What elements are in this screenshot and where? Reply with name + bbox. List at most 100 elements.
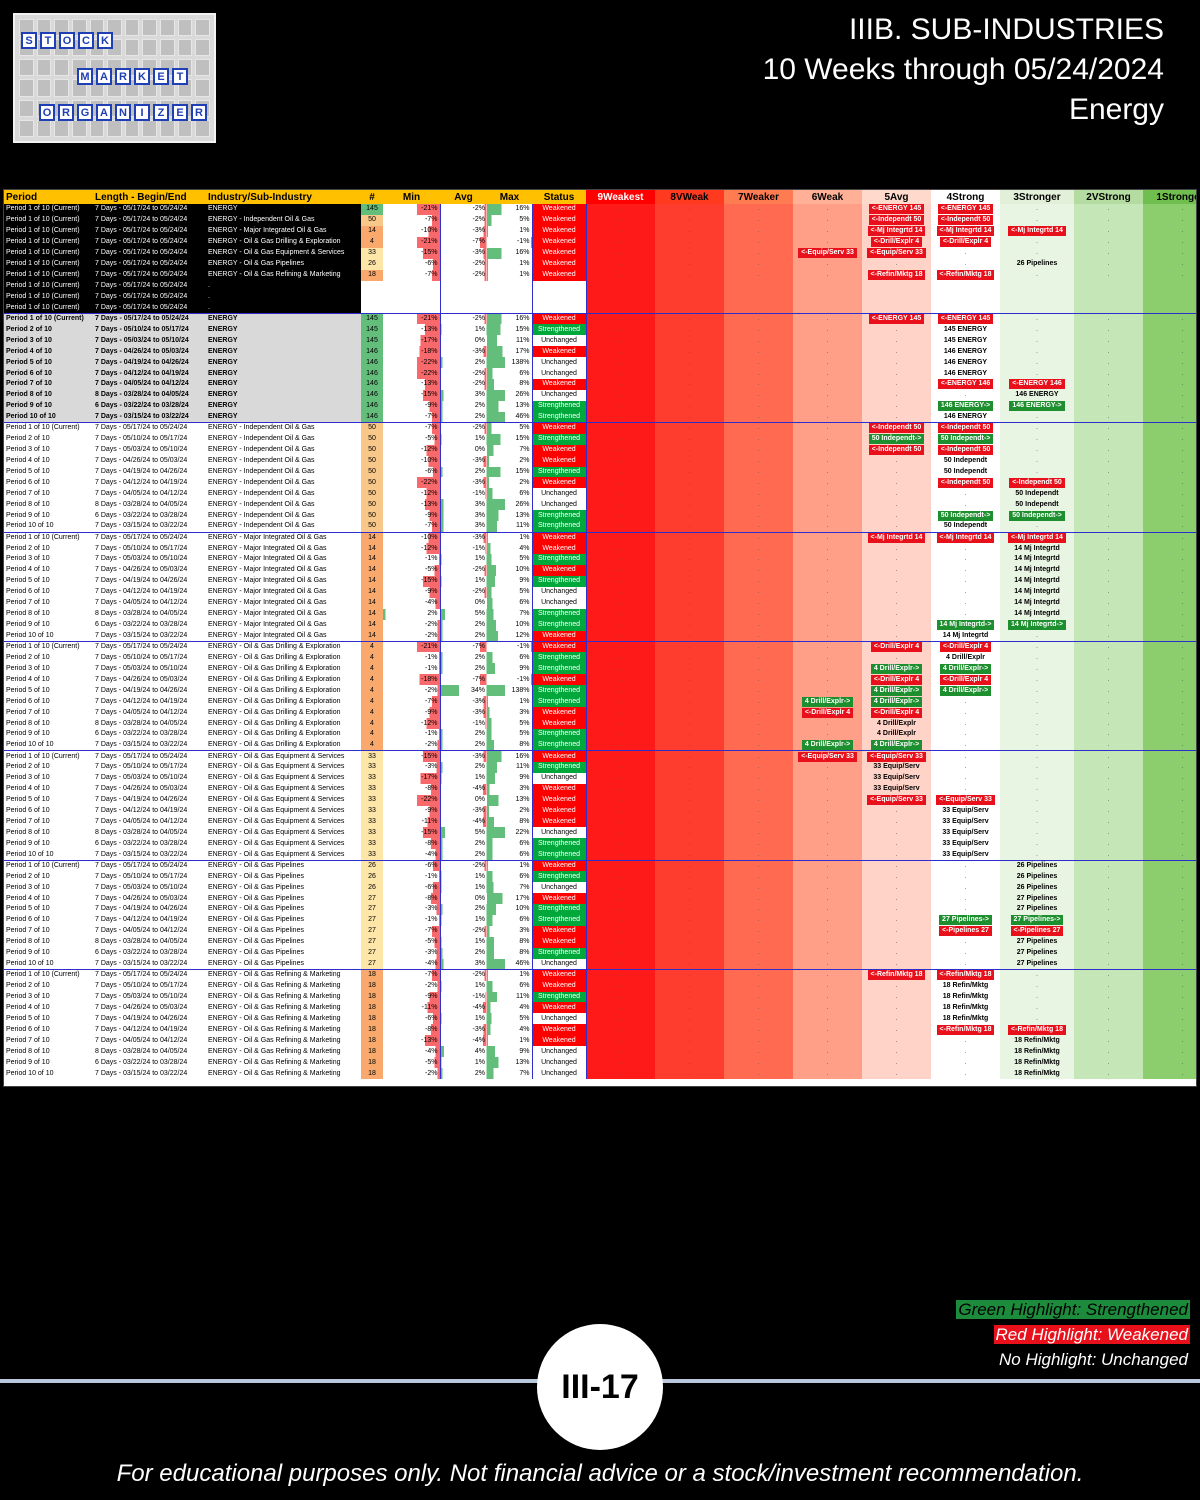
table-cell: .	[1143, 685, 1196, 697]
column-header: 2VStrong	[1074, 190, 1143, 204]
table-cell: .	[862, 871, 931, 883]
table-cell: 50 Independt	[931, 521, 1000, 533]
table-cell: .	[1143, 1013, 1196, 1025]
column-header: Industry/Sub-Industry	[206, 190, 361, 204]
table-cell: .	[724, 696, 793, 708]
table-cell: .	[724, 608, 793, 620]
table-cell: .	[1143, 827, 1196, 839]
table-cell: .	[862, 816, 931, 828]
logo-letter: R	[115, 68, 131, 85]
table-cell: 5%	[440, 827, 487, 839]
table-cell: .	[1143, 444, 1196, 456]
table-cell: 1%	[440, 1057, 487, 1069]
table-cell: <-Drill/Explr 4	[931, 641, 1000, 653]
table-cell: Strengthened	[531, 575, 587, 587]
table-cell: Strengthened	[531, 466, 587, 478]
table-cell	[361, 281, 383, 292]
table-cell: .	[931, 729, 1000, 740]
table-cell: ENERGY - Oil & Gas Refining & Marketing	[206, 969, 361, 981]
table-cell: .	[655, 772, 724, 784]
table-row: Period 2 of 10 7 Days - 05/10/24 to 05/17…	[4, 324, 1196, 336]
table-cell: .	[1074, 411, 1143, 423]
table-cell: .	[1143, 838, 1196, 850]
table-cell: <-Refin/Mktg 18	[1000, 1024, 1074, 1036]
table-cell: .	[724, 204, 793, 215]
table-cell: 7 Days - 04/19/24 to 04/26/24	[95, 467, 188, 475]
table-cell: 18	[361, 1068, 383, 1079]
table-cell: .	[1000, 685, 1074, 697]
table-cell: .	[1143, 455, 1196, 467]
table-cell: 8 Days - 03/28/24 to 04/05/24	[95, 500, 188, 508]
table-cell: .	[793, 947, 862, 959]
table-cell: <-Drill/Explr 4	[862, 641, 931, 653]
table-cell: 27 Pipelines	[1000, 904, 1074, 915]
table-cell: .	[793, 871, 862, 883]
table-cell: .	[724, 980, 793, 992]
table-cell: Period 3 of 10	[6, 664, 50, 672]
table-cell: <-ENERGY 146	[1000, 379, 1074, 390]
table-cell: .	[1074, 236, 1143, 248]
table-cell: Weakened	[531, 379, 587, 390]
table-cell: .	[793, 258, 862, 270]
rank-label: 14 Mj Integrtd	[1014, 544, 1060, 552]
table-cell: .	[724, 564, 793, 576]
rank-label: 26 Pipelines	[1016, 260, 1058, 268]
table-cell: 14 Mj Integrtd->	[931, 619, 1000, 631]
table-row: Period 1 of 10 (Current) 7 Days - 05/17/2…	[4, 214, 1196, 226]
table-cell: <-Equip/Serv 33	[862, 750, 931, 762]
table-row: Period 9 of 10 6 Days - 03/22/24 to 03/28…	[4, 510, 1196, 522]
table-cell: .	[724, 871, 793, 883]
table-cell: .	[862, 586, 931, 598]
table-cell: Weakened	[531, 750, 587, 762]
table-cell: .	[1074, 247, 1143, 259]
table-cell: .	[655, 761, 724, 773]
table-cell: .	[724, 1035, 793, 1047]
table-cell: -4%	[440, 1002, 487, 1014]
table-cell: .	[1143, 630, 1196, 642]
table-cell: .	[862, 477, 931, 489]
table-cell: .	[1143, 958, 1196, 970]
table-cell: .	[793, 925, 862, 937]
table-cell: .	[862, 346, 931, 358]
table-cell: .	[1074, 531, 1143, 544]
rank-label: 4 Drill/Explr->	[939, 685, 992, 696]
table-cell: Period 3 of 10	[6, 446, 50, 454]
rank-label: <-Pipelines 27	[939, 926, 992, 937]
table-cell: Period 3 of 10	[4, 335, 93, 347]
table-cell: 7 Days - 05/03/24 to 05/10/24	[95, 774, 188, 782]
table-cell: .	[655, 608, 724, 620]
column-header: 4Strong	[931, 190, 1000, 204]
table-cell: .	[586, 1046, 655, 1058]
table-cell: 50	[361, 510, 383, 522]
table-cell: .	[1074, 969, 1143, 981]
table-cell: Unchanged	[531, 827, 587, 839]
table-cell: Weakened	[531, 1035, 587, 1047]
table-cell: Weakened	[531, 925, 587, 937]
rank-label: 145 ENERGY	[943, 325, 988, 333]
rank-label: <-Drill/Explr 4	[870, 237, 923, 248]
table-cell: .	[793, 499, 862, 511]
table-cell: .	[1143, 652, 1196, 664]
table-cell: Weakened	[531, 269, 587, 281]
table-cell: .	[1000, 630, 1074, 642]
table-row: Period 4 of 10 7 Days - 04/26/24 to 05/03…	[4, 674, 1196, 686]
table-cell: -9%	[383, 510, 441, 522]
table-cell: -18%	[383, 674, 441, 686]
table-cell: .	[724, 794, 793, 806]
table-row: Period 9 of 10 6 Days - 03/22/24 to 03/28…	[4, 729, 1196, 740]
table-cell: .	[931, 947, 1000, 959]
table-cell: .	[586, 575, 655, 587]
table-cell: <-Mj Integrtd 14	[862, 531, 931, 544]
table-cell: 3%	[440, 521, 487, 533]
table-cell: .	[1000, 696, 1074, 708]
table-cell	[724, 302, 793, 314]
table-cell: .	[793, 477, 862, 489]
table-cell: Period 2 of 10	[6, 435, 50, 443]
table-row: Period 1 of 10 (Current) 7 Days - 05/17/2…	[4, 247, 1196, 259]
table-cell	[586, 302, 655, 314]
rank-label: 4 Drill/Explr	[877, 730, 916, 738]
table-cell: 7%	[487, 444, 532, 456]
rank-label: <-Refin/Mktg 18	[936, 1024, 995, 1035]
table-row: Period 3 of 10 7 Days - 05/03/24 to 05/10…	[4, 444, 1196, 456]
table-cell: .	[1143, 816, 1196, 828]
